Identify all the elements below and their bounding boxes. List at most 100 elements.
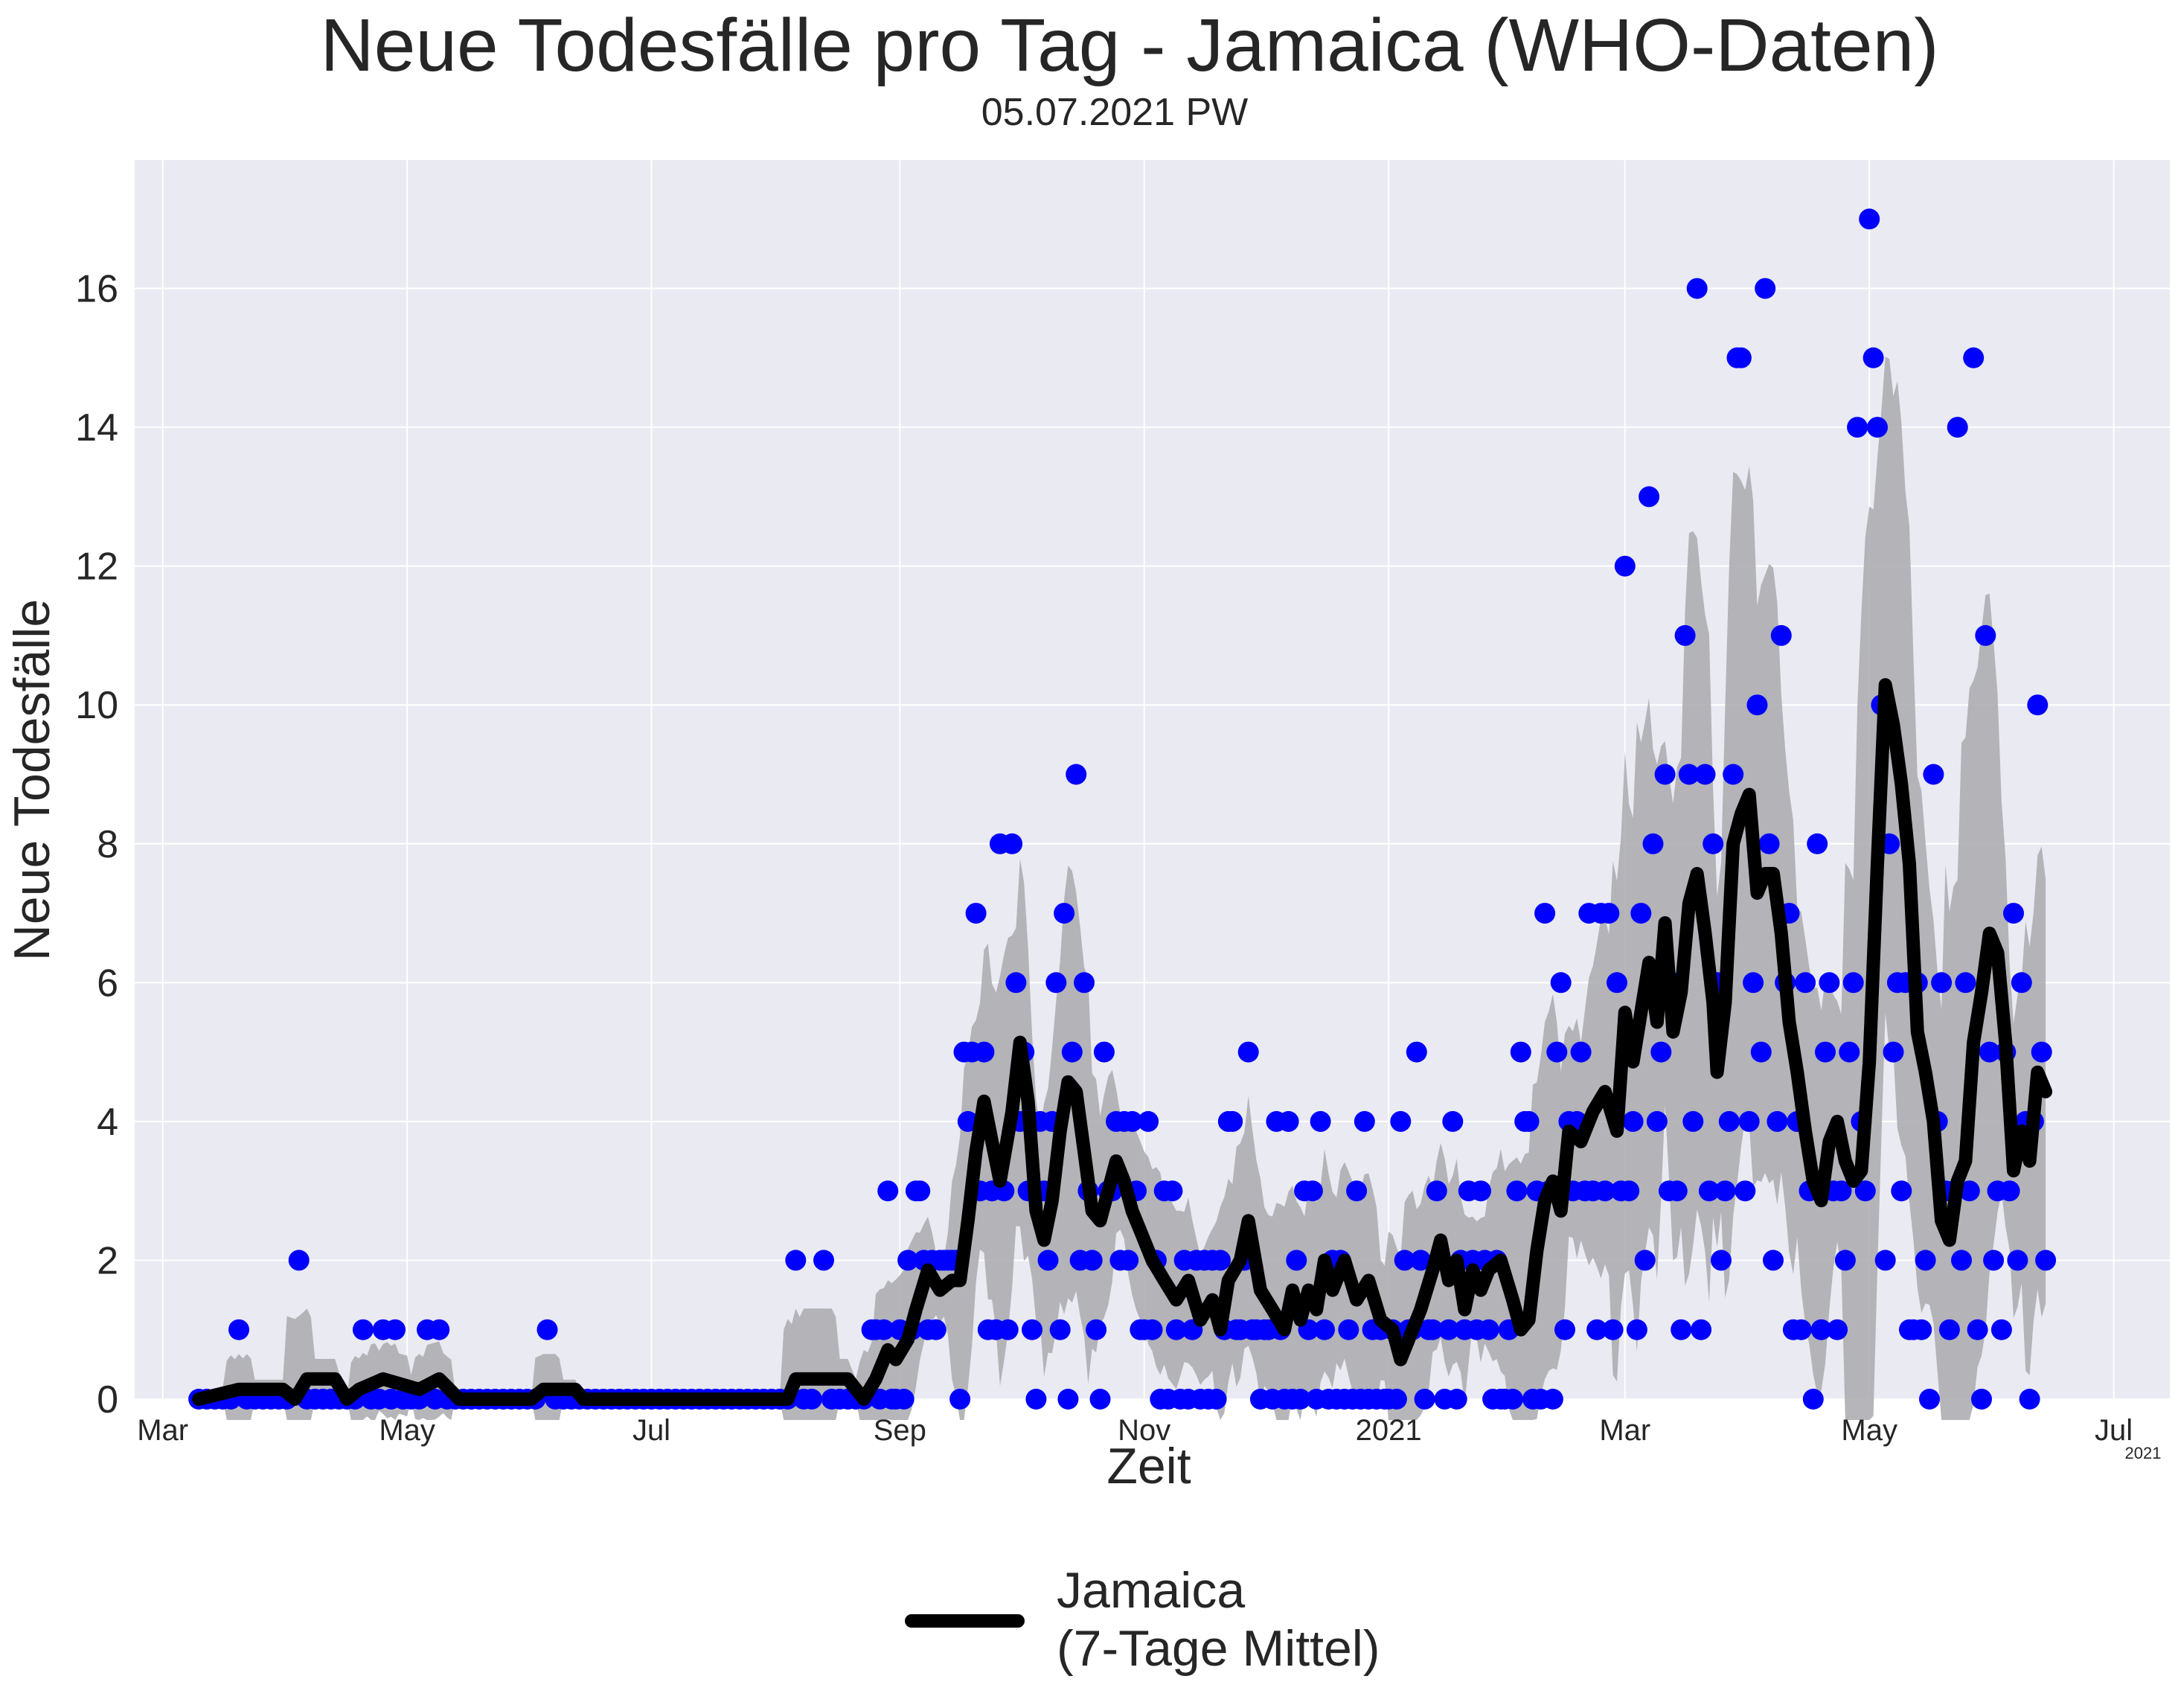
data-point bbox=[1502, 1389, 1523, 1410]
data-point bbox=[1642, 833, 1664, 854]
chart-title: Neue Todesfälle pro Tag - Jamaica (WHO-D… bbox=[321, 4, 1939, 87]
data-point bbox=[1061, 1041, 1083, 1063]
y-tick-label: 12 bbox=[75, 546, 118, 589]
data-point bbox=[893, 1389, 915, 1410]
x-tick-label: Jul bbox=[632, 1414, 670, 1447]
data-point bbox=[1626, 1319, 1647, 1340]
data-point bbox=[1237, 1041, 1259, 1063]
data-point bbox=[1743, 972, 1764, 994]
data-point bbox=[1598, 903, 1620, 924]
data-point bbox=[1678, 764, 1700, 785]
data-point bbox=[877, 1180, 899, 1202]
data-point bbox=[1602, 1319, 1624, 1340]
data-point bbox=[1931, 972, 1953, 994]
data-point bbox=[2019, 1389, 2040, 1410]
data-point bbox=[1975, 624, 1996, 646]
data-point bbox=[1037, 1250, 1059, 1271]
data-point bbox=[965, 903, 987, 924]
data-point bbox=[228, 1319, 249, 1340]
x-tick-label: Jul bbox=[2095, 1414, 2133, 1447]
data-point bbox=[1165, 1319, 1187, 1340]
data-point bbox=[1045, 972, 1067, 994]
data-point bbox=[1674, 624, 1696, 646]
data-point bbox=[1842, 972, 1864, 994]
data-point bbox=[1410, 1250, 1432, 1271]
y-tick-label: 6 bbox=[97, 962, 118, 1005]
data-point bbox=[1286, 1250, 1307, 1271]
data-point bbox=[801, 1389, 822, 1410]
data-point bbox=[1874, 1250, 1896, 1271]
data-point bbox=[1210, 1250, 1231, 1271]
y-tick-label: 0 bbox=[97, 1378, 118, 1421]
y-tick-label: 2 bbox=[97, 1239, 118, 1282]
x-axis-label: Zeit bbox=[1106, 1438, 1191, 1494]
data-point bbox=[1622, 1110, 1644, 1132]
data-point bbox=[897, 1250, 919, 1271]
data-point bbox=[1862, 347, 1884, 368]
data-point bbox=[1314, 1319, 1335, 1340]
x-tick-label: 2021 bbox=[1356, 1414, 1422, 1447]
data-point bbox=[1005, 972, 1027, 994]
data-point bbox=[288, 1250, 310, 1271]
data-point bbox=[1971, 1389, 1992, 1410]
data-point bbox=[1671, 1319, 1692, 1340]
data-point bbox=[1301, 1180, 1323, 1202]
y-tick-label: 4 bbox=[97, 1101, 118, 1144]
data-point bbox=[1911, 1319, 1932, 1340]
data-point bbox=[1815, 1041, 1836, 1063]
data-point bbox=[1054, 903, 1075, 924]
data-point bbox=[1442, 1110, 1464, 1132]
data-point bbox=[1338, 1319, 1359, 1340]
data-point bbox=[1979, 1041, 2000, 1063]
chart-subtitle: 05.07.2021 PW bbox=[981, 91, 1248, 134]
data-point bbox=[1839, 1041, 1860, 1063]
data-point bbox=[1081, 1250, 1103, 1271]
x-tick-label: May bbox=[379, 1414, 435, 1447]
data-point bbox=[1534, 903, 1556, 924]
data-point bbox=[1827, 1319, 1848, 1340]
data-point bbox=[1831, 1180, 1852, 1202]
data-point bbox=[1650, 1041, 1672, 1063]
data-point bbox=[352, 1319, 374, 1340]
data-point bbox=[1883, 1041, 1904, 1063]
data-point bbox=[2027, 694, 2049, 716]
data-point bbox=[1390, 1110, 1412, 1132]
data-point bbox=[1089, 1389, 1111, 1410]
data-point bbox=[1570, 1041, 1592, 1063]
data-point bbox=[1666, 1180, 1688, 1202]
data-point bbox=[429, 1319, 450, 1340]
data-point bbox=[1614, 555, 1636, 577]
data-point bbox=[1554, 1319, 1575, 1340]
data-point bbox=[1795, 972, 1816, 994]
data-point bbox=[1634, 1250, 1656, 1271]
data-point bbox=[2035, 1250, 2057, 1271]
y-tick-label: 8 bbox=[97, 823, 118, 866]
legend: Jamaica (7-Tage Mittel) bbox=[905, 1562, 1380, 1677]
data-point bbox=[1723, 764, 1744, 785]
data-point bbox=[909, 1180, 931, 1202]
data-point bbox=[1746, 694, 1768, 716]
data-point bbox=[1607, 972, 1627, 994]
data-point bbox=[1438, 1319, 1459, 1340]
data-point bbox=[1938, 1319, 1960, 1340]
data-point bbox=[1718, 1110, 1740, 1132]
data-point bbox=[1654, 764, 1676, 785]
data-point bbox=[1967, 1319, 1988, 1340]
data-point bbox=[1730, 347, 1752, 368]
data-point bbox=[1394, 1250, 1415, 1271]
x-offset-label: 2021 bbox=[2125, 1444, 2162, 1462]
data-point bbox=[1854, 1180, 1876, 1202]
data-point bbox=[2003, 903, 2024, 924]
data-point bbox=[1859, 208, 1880, 230]
data-point bbox=[2031, 1041, 2052, 1063]
data-point bbox=[1478, 1319, 1499, 1340]
data-point bbox=[873, 1319, 894, 1340]
data-point bbox=[385, 1319, 406, 1340]
data-point bbox=[1422, 1319, 1444, 1340]
data-point bbox=[1386, 1389, 1407, 1410]
data-point bbox=[1694, 764, 1716, 785]
data-point bbox=[1750, 1041, 1772, 1063]
data-point bbox=[1354, 1110, 1375, 1132]
data-point bbox=[1639, 486, 1660, 508]
data-point bbox=[973, 1041, 995, 1063]
